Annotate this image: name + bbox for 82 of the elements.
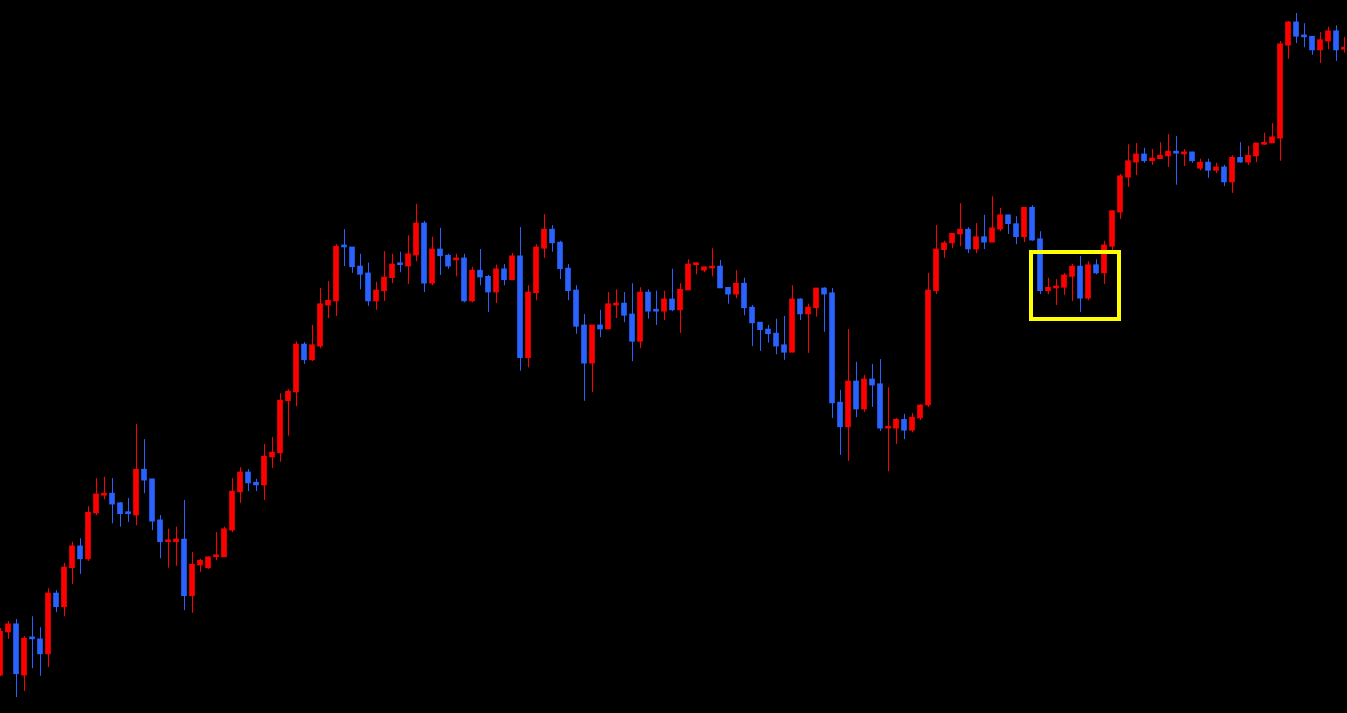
candlestick [389, 253, 395, 284]
candlestick [1237, 141, 1243, 164]
candlestick [997, 207, 1003, 232]
candlestick [1293, 12, 1299, 44]
candlestick [125, 497, 131, 523]
candlestick [1285, 20, 1291, 60]
candlestick [1061, 272, 1067, 296]
candlestick [1165, 133, 1171, 168]
candlestick [357, 253, 363, 290]
candlestick [1333, 24, 1339, 62]
candlestick [869, 363, 875, 408]
candlestick [565, 263, 571, 301]
candlestick [1269, 122, 1275, 144]
candlestick [1205, 158, 1211, 179]
candlestick [165, 528, 171, 569]
candlestick [885, 386, 891, 472]
candlestick [1005, 214, 1011, 235]
candlestick [661, 290, 667, 321]
candlestick [69, 541, 75, 585]
candlestick [101, 476, 107, 500]
candlestick [373, 281, 379, 311]
candlestick [93, 477, 99, 516]
candlestick [501, 263, 507, 286]
candlestick [157, 514, 163, 559]
candlestick [901, 413, 907, 440]
candlestick [173, 526, 179, 567]
candlestick [1245, 145, 1251, 166]
candlestick [653, 290, 659, 326]
candlestick [269, 436, 275, 469]
candlestick [381, 250, 387, 302]
candlestick [757, 321, 763, 352]
candlestick [717, 259, 723, 289]
candlestick [349, 246, 355, 274]
candlestick [405, 234, 411, 285]
candlestick [437, 227, 443, 276]
candlestick [77, 537, 83, 575]
candlestick [237, 466, 243, 504]
candlestick [1309, 35, 1315, 56]
candlestick [965, 226, 971, 254]
candlestick [485, 274, 491, 313]
candlestick [397, 251, 403, 273]
candlestick [773, 318, 779, 355]
candlestick [1133, 142, 1139, 176]
candlestick [813, 287, 819, 318]
candlestick [285, 388, 291, 437]
candlestick [893, 417, 899, 445]
candlestick [109, 477, 115, 524]
candlestick [973, 222, 979, 254]
candlestick [301, 341, 307, 365]
candlestick [493, 264, 499, 304]
candlestick [213, 531, 219, 561]
candlestick [1317, 31, 1323, 64]
candlestick [733, 269, 739, 299]
candlestick [621, 291, 627, 323]
candlestick [541, 213, 547, 259]
candlestick [1325, 26, 1331, 50]
candlestick [909, 412, 915, 433]
candlestick [1173, 135, 1179, 186]
candlestick [957, 202, 963, 247]
candlestick [245, 468, 251, 492]
candlestick [989, 195, 995, 243]
candlestick [1125, 143, 1131, 188]
candlestick [981, 214, 987, 250]
candlestick [549, 224, 555, 253]
candlestick [645, 288, 651, 320]
candlestick [325, 280, 331, 319]
candlestick [749, 304, 755, 347]
candlestick [781, 315, 787, 361]
candlestick [805, 303, 811, 354]
candlestick [797, 297, 803, 321]
candlestick [669, 268, 675, 312]
candlestick [37, 626, 43, 677]
candlestick [53, 589, 59, 613]
candlestick [1013, 215, 1019, 245]
candlestick [1069, 263, 1075, 302]
candlestick [677, 282, 683, 334]
candlestick [477, 248, 483, 286]
candlestick [309, 324, 315, 362]
candlestick [1221, 164, 1227, 187]
candlestick [141, 438, 147, 494]
candlestick [821, 286, 827, 333]
candlestick [117, 501, 123, 528]
